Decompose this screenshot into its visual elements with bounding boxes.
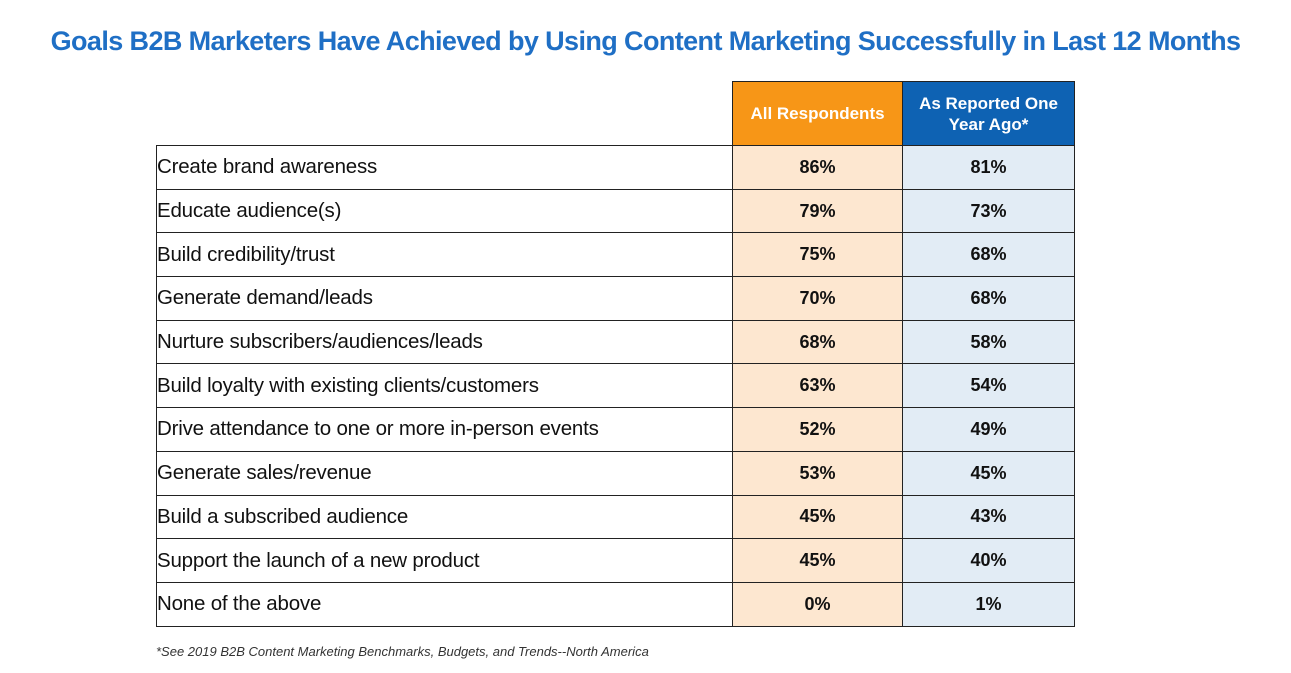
row-label: Drive attendance to one or more in-perso… xyxy=(156,407,733,452)
row-label: Build a subscribed audience xyxy=(156,494,733,540)
value-one-year-ago: 81% xyxy=(902,145,1075,190)
row-label: Build loyalty with existing clients/cust… xyxy=(156,363,733,409)
table-row: Educate audience(s) 79% 73% xyxy=(156,188,1075,234)
value-one-year-ago: 43% xyxy=(902,494,1075,540)
value-one-year-ago: 45% xyxy=(902,450,1075,496)
value-all-respondents: 53% xyxy=(732,450,903,496)
row-label: Generate sales/revenue xyxy=(156,450,733,496)
table-row: Build a subscribed audience 45% 43% xyxy=(156,494,1075,540)
footnote: *See 2019 B2B Content Marketing Benchmar… xyxy=(156,644,649,659)
value-one-year-ago: 68% xyxy=(902,232,1075,278)
value-all-respondents: 68% xyxy=(732,319,903,365)
value-one-year-ago: 73% xyxy=(902,188,1075,234)
table-row: Support the launch of a new product 45% 40… xyxy=(156,538,1075,583)
table-row: Build loyalty with existing clients/cust… xyxy=(156,363,1075,409)
value-all-respondents: 70% xyxy=(732,276,903,321)
value-one-year-ago: 40% xyxy=(902,538,1075,583)
row-label: Build credibility/trust xyxy=(156,232,733,278)
row-label: Educate audience(s) xyxy=(156,188,733,234)
row-label: Create brand awareness xyxy=(156,145,733,190)
value-all-respondents: 45% xyxy=(732,494,903,540)
header-blank-cell xyxy=(157,82,733,146)
table-row: Build credibility/trust 75% 68% xyxy=(156,232,1075,278)
chart-title: Goals B2B Marketers Have Achieved by Usi… xyxy=(50,26,1241,56)
header-row: All Respondents As Reported One Year Ago… xyxy=(157,81,1075,146)
table-row: Nurture subscribers/audiences/leads 68% 58… xyxy=(156,319,1075,365)
value-one-year-ago: 1% xyxy=(902,581,1075,627)
column-header-all-respondents: All Respondents xyxy=(732,81,903,146)
results-table: All Respondents As Reported One Year Ago… xyxy=(156,81,1075,627)
value-all-respondents: 0% xyxy=(732,581,903,627)
value-all-respondents: 86% xyxy=(732,145,903,190)
value-one-year-ago: 58% xyxy=(902,319,1075,365)
table-row: Generate demand/leads 70% 68% xyxy=(156,276,1075,321)
value-one-year-ago: 49% xyxy=(902,407,1075,452)
value-all-respondents: 63% xyxy=(732,363,903,409)
row-label: Nurture subscribers/audiences/leads xyxy=(156,319,733,365)
row-label: Generate demand/leads xyxy=(156,276,733,321)
table-row: Create brand awareness 86% 81% xyxy=(156,145,1075,190)
table-body: Create brand awareness 86% 81% Educate audi… xyxy=(156,145,1075,627)
table-row: Generate sales/revenue 53% 45% xyxy=(156,450,1075,496)
row-label: None of the above xyxy=(156,581,733,627)
table-row: None of the above 0% 1% xyxy=(156,581,1075,627)
value-all-respondents: 45% xyxy=(732,538,903,583)
value-all-respondents: 79% xyxy=(732,188,903,234)
row-label: Support the launch of a new product xyxy=(156,538,733,583)
value-all-respondents: 52% xyxy=(732,407,903,452)
value-one-year-ago: 68% xyxy=(902,276,1075,321)
value-all-respondents: 75% xyxy=(732,232,903,278)
value-one-year-ago: 54% xyxy=(902,363,1075,409)
table-row: Drive attendance to one or more in-perso… xyxy=(156,407,1075,452)
column-header-one-year-ago: As Reported One Year Ago* xyxy=(902,81,1075,146)
